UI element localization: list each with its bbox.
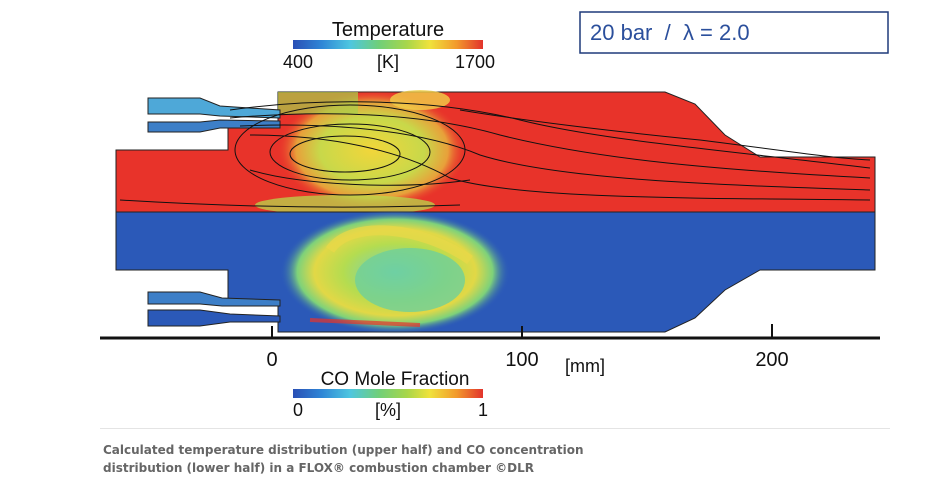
- streamlines: [119, 101, 871, 208]
- co-legend-unit: [%]: [375, 400, 401, 420]
- figure-caption: Calculated temperature distribution (upp…: [103, 441, 803, 477]
- co-legend-max: 1: [478, 400, 488, 420]
- temperature-legend-title: Temperature: [332, 19, 444, 41]
- recirculation-hot-zone: [277, 90, 467, 210]
- co-legend-title: CO Mole Fraction: [321, 369, 470, 390]
- temperature-field: [115, 90, 876, 215]
- temperature-legend-unit: [K]: [377, 52, 399, 72]
- lower-burner-nozzle: [147, 291, 281, 307]
- temperature-colorbar: [293, 40, 483, 49]
- x-axis: 0 100 [mm] 200: [100, 324, 880, 376]
- operating-condition-box: 20 bar / λ = 2.0: [579, 11, 889, 54]
- temperature-legend-min: 400: [283, 52, 313, 72]
- operating-condition-label: 20 bar / λ = 2.0: [590, 20, 750, 45]
- axis-tick-200: 200: [755, 349, 788, 371]
- temperature-legend: Temperature 400 [K] 1700: [283, 19, 495, 72]
- caption-line-1: Calculated temperature distribution (upp…: [103, 443, 584, 457]
- upper-burner-nozzle: [147, 97, 281, 119]
- co-legend: CO Mole Fraction 0 [%] 1: [293, 369, 488, 420]
- co-legend-min: 0: [293, 400, 303, 420]
- axis-tick-0: 0: [266, 349, 277, 371]
- caption-divider: [100, 428, 890, 429]
- caption-line-2: distribution (lower half) in a FLOX® com…: [103, 461, 534, 475]
- axis-tick-100: 100: [505, 349, 538, 371]
- axis-unit: [mm]: [565, 356, 605, 376]
- co-field: [115, 210, 876, 334]
- temperature-legend-max: 1700: [455, 52, 495, 72]
- co-colorbar: [293, 389, 483, 398]
